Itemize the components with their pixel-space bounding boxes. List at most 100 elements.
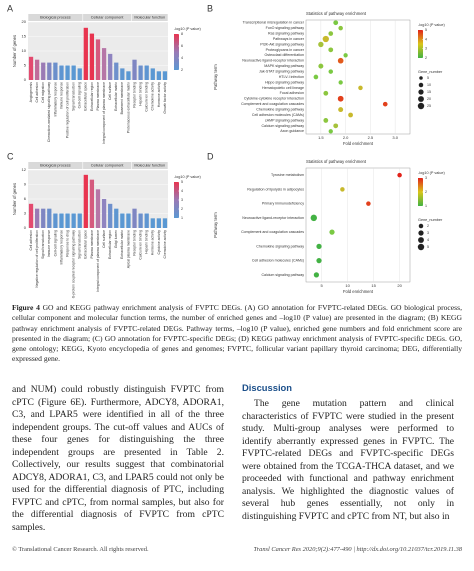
group-strip [83,162,132,169]
y-tick-label: 20 [22,19,27,24]
legend-tick-label: 1 [181,216,183,220]
group-strip [131,162,168,169]
footer-right: Transl Cancer Res 2020;9(2):477-490 | ht… [253,546,462,553]
bar [150,218,155,228]
legend-tick-label: 4 [181,189,183,193]
bar [108,53,113,80]
dot [316,243,322,249]
term-label: Proteoglycans in cancer [266,48,305,52]
term-label: Calcium signaling pathway [261,124,304,128]
bar [162,71,168,80]
dot [382,101,388,107]
category-label: Extracellular region [108,230,112,259]
term-label: Pathways in cancer [273,37,305,41]
bar [150,68,155,80]
y-axis-label: Number of genes [12,183,17,215]
legend-tick-label: 1 [425,204,427,208]
caption-text: GO and KEGG pathway enrichment analysis … [12,303,462,364]
bar [41,208,46,228]
category-label: Angiogenesis [29,82,33,103]
size-legend-title: Gene_number [418,218,443,222]
right-column: The gene mutation pattern and clinical c… [242,398,454,522]
bar [120,213,125,228]
category-label: Calcium ion binding [138,230,142,260]
x-tick-label: 2.5 [368,135,374,140]
term-label: HTLV-I infection [279,75,304,79]
bar [138,213,143,228]
bar [28,56,34,80]
group-name: Cellular component [91,164,125,168]
dot [343,53,348,58]
bar [108,203,113,228]
bar [41,62,46,80]
category-label: Response to drug [65,230,69,257]
group-name: Molecular function [134,164,165,168]
dot [322,35,329,43]
category-label: Cell-cell signaling [53,230,57,256]
category-label: Cell-cell signaling [78,82,82,108]
bar [77,68,82,80]
dot [348,112,353,118]
term-label: PI3K-Akt signaling pathway [260,42,304,46]
bar [65,65,70,80]
category-label: Chemokine activity [151,82,155,111]
size-legend-label: 15 [427,90,431,94]
x-tick-label: 5 [320,283,323,288]
size-legend-dot [418,230,424,236]
dot [338,80,343,85]
bar [89,33,95,80]
bar [101,199,107,228]
bar [114,208,119,228]
bar [71,65,76,80]
bar [65,213,70,228]
category-label: Hormone activity [151,230,155,256]
category-label: Signal transduction [72,82,76,111]
category-label: Positive regulation of cell proliferatio… [65,82,69,138]
category-label: Inflammatory response [53,82,57,117]
term-label: Hematopoietic cell lineage [262,86,304,90]
y-tick-label: 0 [24,77,27,82]
dot [338,25,343,31]
term-label: Cytokine-cytokine receptor interaction [244,97,304,101]
group-strip [28,14,83,21]
x-axis-label: Fold enrichment [343,141,374,146]
term-label: Hippo signaling pathway [265,80,304,84]
x-tick-label: 15 [371,283,376,288]
size-legend-dot [418,89,424,95]
category-label: Basement membrane [120,82,124,115]
y-axis-label: Number of genes [12,35,17,67]
y-tick-label: 3 [24,211,27,216]
dot [313,74,319,80]
legend-tick-label: 8 [181,32,183,36]
term-label: Complement and coagulation cascades [241,102,304,106]
bar [83,27,88,80]
size-legend-label: 20 [427,97,431,101]
legend-title: -log10 (P value) [174,175,201,179]
y-tick-label: 6 [24,196,27,201]
category-label: Plasma membrane [90,230,94,259]
term-label: cAMP signaling pathway [265,118,304,122]
category-label: Heparin binding [145,230,149,254]
legend-tick-label: 2 [425,56,427,60]
colorbar [174,182,179,218]
dot [328,69,334,74]
dot [366,201,371,206]
term-label: Ras signaling pathway [268,32,304,36]
bar [95,39,101,80]
category-label: Apical plasma membrane [126,230,130,268]
caption: Figure 4 GO and KEGG pathway enrichment … [12,303,462,365]
bar [59,213,64,228]
dot [337,57,344,64]
legend-tick-label: 3 [181,198,183,202]
category-label: Extracellular space [84,230,88,259]
category-label: Chemokine-mediated signaling pathway [47,82,51,142]
term-label: Primary immunodeficiency [262,202,304,206]
legend-title: -log10 (P value) [174,27,201,31]
size-legend-dot [417,243,425,251]
dot [337,95,344,102]
category-label: Immune response [47,230,51,257]
size-legend-label: 25 [427,104,431,108]
size-legend-dot [418,223,424,229]
term-label: Tyrosine metabolism [271,173,304,177]
category-label: Hormone activity [157,82,161,108]
